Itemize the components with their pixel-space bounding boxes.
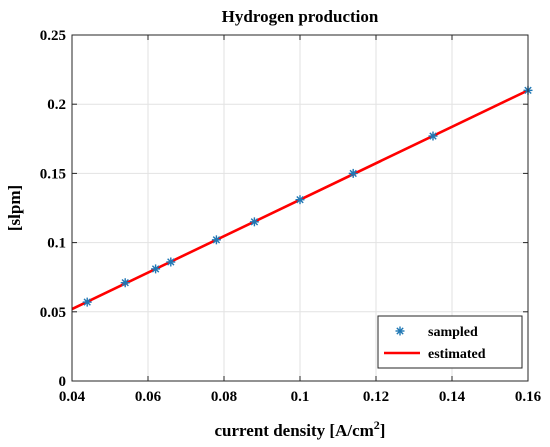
data-point-sampled bbox=[120, 278, 130, 288]
data-point-sampled bbox=[348, 168, 358, 178]
chart-title: Hydrogen production bbox=[222, 7, 379, 26]
x-tick-label: 0.04 bbox=[59, 389, 86, 405]
x-axis-label-suffix: ] bbox=[380, 421, 386, 440]
y-tick-label: 0.05 bbox=[40, 305, 66, 321]
axis-ticks: 0.04 0.06 0.08 0.1 0.12 0.14 0.16 0 0.05 0.1 0.15 0… bbox=[40, 28, 542, 405]
legend-box bbox=[377, 315, 523, 369]
y-tick-label: 0.25 bbox=[40, 28, 66, 44]
x-axis-label-main: current density [A/cm bbox=[215, 421, 374, 440]
data-point-sampled bbox=[428, 131, 438, 141]
data-point-sampled bbox=[295, 195, 305, 205]
x-tick-label: 0.06 bbox=[135, 389, 162, 405]
data-point-sampled bbox=[211, 235, 221, 245]
legend-label-sampled: sampled bbox=[428, 325, 478, 340]
legend: sampled estimated bbox=[377, 315, 523, 369]
data-point-sampled bbox=[151, 264, 161, 274]
y-tick-label: 0.15 bbox=[40, 166, 66, 182]
data-point-sampled bbox=[166, 257, 176, 267]
y-axis-label: [slpm] bbox=[5, 185, 24, 231]
x-tick-label: 0.12 bbox=[363, 389, 389, 405]
x-tick-label: 0.1 bbox=[291, 389, 310, 405]
y-tick-label: 0.1 bbox=[47, 236, 66, 252]
x-tick-label: 0.16 bbox=[515, 389, 542, 405]
x-tick-label: 0.14 bbox=[439, 389, 466, 405]
data-point-sampled bbox=[249, 217, 259, 227]
legend-marker-sampled bbox=[395, 326, 405, 336]
plot-area bbox=[71, 85, 533, 311]
x-tick-label: 0.08 bbox=[211, 389, 237, 405]
x-axis-label: current density [A/cm2] bbox=[215, 418, 386, 440]
legend-label-estimated: estimated bbox=[428, 347, 486, 362]
y-tick-label: 0.2 bbox=[47, 97, 66, 113]
data-point-sampled bbox=[82, 297, 92, 307]
y-tick-label: 0 bbox=[59, 374, 67, 390]
x-axis-label-superscript: 2 bbox=[374, 418, 380, 432]
